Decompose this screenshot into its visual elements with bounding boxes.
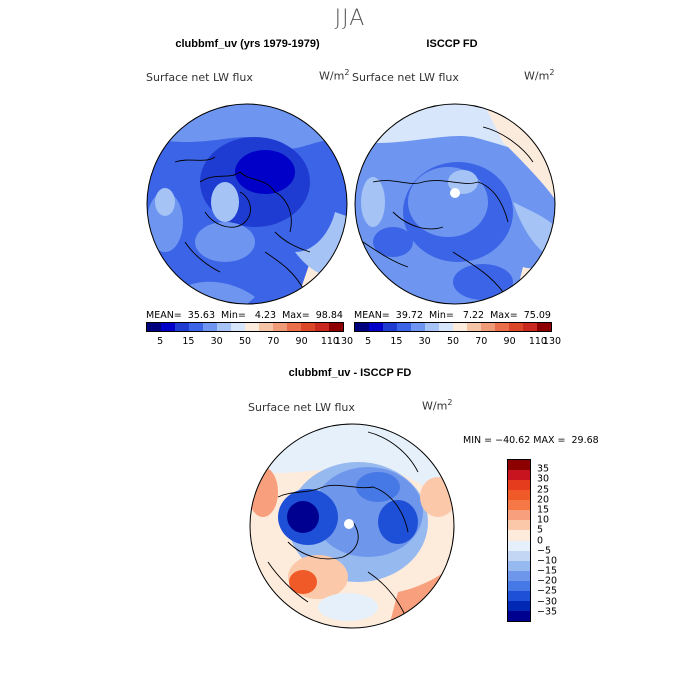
model-colorbar-swatch xyxy=(329,323,343,331)
diff-colorbar-tick: −5 xyxy=(537,545,552,557)
diff-colorbar-swatch xyxy=(508,580,530,591)
model-colorbar-swatch xyxy=(259,323,273,331)
diff-colorbar-swatch xyxy=(508,570,530,581)
diff-colorbar-swatch xyxy=(508,550,530,561)
model-colorbar-tick: 15 xyxy=(182,336,195,347)
model-panel-title: clubbmf_uv (yrs 1979-1979) xyxy=(175,38,320,50)
obs-colorbar-tick: 5 xyxy=(365,336,372,347)
obs-colorbar-tick: 130 xyxy=(542,336,562,347)
model-colorbar xyxy=(146,322,344,332)
model-colorbar-swatch xyxy=(217,323,231,331)
diff-stats: MIN = −40.62 MAX = 29.68 xyxy=(463,435,599,446)
model-colorbar-swatch xyxy=(147,323,161,331)
diff-colorbar-tick: 30 xyxy=(537,473,550,485)
diff-colorbar-tick: 35 xyxy=(537,463,550,475)
diff-colorbar-tick: −25 xyxy=(537,585,558,597)
obs-colorbar xyxy=(354,322,552,332)
diff-colorbar-tick: −30 xyxy=(537,596,558,608)
diff-colorbar-swatch xyxy=(508,560,530,571)
model-polar-map xyxy=(146,103,348,305)
diff-colorbar-swatch xyxy=(508,510,530,521)
diff-colorbar xyxy=(507,459,531,622)
model-colorbar-swatch xyxy=(245,323,259,331)
model-colorbar-swatch xyxy=(231,323,245,331)
diff-colorbar-tick: −15 xyxy=(537,565,558,577)
season-title: JJA xyxy=(334,6,366,31)
model-colorbar-tick: 90 xyxy=(295,336,308,347)
diff-colorbar-tick: −10 xyxy=(537,555,558,567)
model-colorbar-swatch xyxy=(301,323,315,331)
diff-polar-map xyxy=(249,423,455,629)
obs-stats: MEAN= 39.72 Min= 7.22 Max= 75.09 xyxy=(354,310,551,321)
obs-colorbar-tick: 70 xyxy=(475,336,488,347)
diff-colorbar-tick: 0 xyxy=(537,535,544,546)
obs-colorbar-swatch xyxy=(425,323,439,331)
diff-colorbar-tick: 10 xyxy=(537,514,550,526)
obs-colorbar-swatch xyxy=(467,323,481,331)
diff-variable-label: Surface net LW flux xyxy=(248,401,355,414)
obs-colorbar-tick: 50 xyxy=(446,336,460,347)
model-variable-label: Surface net LW flux xyxy=(146,71,253,84)
obs-colorbar-tick: 110 xyxy=(528,336,547,347)
diff-colorbar-swatch xyxy=(508,610,530,621)
model-colorbar-swatch xyxy=(175,323,189,331)
diff-colorbar-tick: 5 xyxy=(537,524,544,536)
model-colorbar-tick: 70 xyxy=(267,336,280,347)
obs-colorbar-swatch xyxy=(481,323,495,331)
obs-colorbar-swatch xyxy=(495,323,509,331)
model-colorbar-swatch xyxy=(273,323,287,331)
obs-colorbar-swatch xyxy=(453,323,467,331)
obs-colorbar-ticks: 5 15 30 50 70 90 110 130 xyxy=(354,336,561,348)
diff-colorbar-swatch xyxy=(508,490,530,501)
diff-colorbar-swatch xyxy=(508,540,530,551)
diff-colorbar-tick: −35 xyxy=(537,606,558,618)
diff-colorbar-swatch xyxy=(508,600,530,611)
diff-panel-title: clubbmf_uv - ISCCP FD xyxy=(288,367,412,379)
obs-colorbar-swatch xyxy=(537,323,551,331)
model-stats: MEAN= 35.63 Min= 4.23 Max= 98.84 xyxy=(146,310,343,321)
obs-colorbar-tick: 90 xyxy=(503,336,516,347)
diff-colorbar-swatch xyxy=(508,460,530,471)
diff-colorbar-swatch xyxy=(508,480,530,491)
diff-colorbar-swatch xyxy=(508,500,530,511)
obs-colorbar-swatch xyxy=(383,323,397,331)
obs-colorbar-swatch xyxy=(369,323,383,331)
diff-colorbar-swatch xyxy=(508,470,530,481)
obs-colorbar-swatch xyxy=(411,323,425,331)
diff-units-label: W/m2 xyxy=(422,398,453,413)
model-colorbar-tick: 5 xyxy=(157,336,164,347)
obs-variable-label: Surface net LW flux xyxy=(352,71,459,84)
model-colorbar-ticks: 5 15 30 50 70 90 110 130 xyxy=(146,336,353,348)
model-units-label: W/m2 xyxy=(319,68,350,83)
diff-colorbar-swatch xyxy=(508,520,530,531)
diff-colorbar-swatch xyxy=(508,590,530,601)
diff-colorbar-tick: 15 xyxy=(537,504,550,516)
obs-colorbar-tick: 30 xyxy=(418,336,431,347)
diff-colorbar-swatch xyxy=(508,530,530,541)
model-colorbar-tick: 110 xyxy=(320,336,339,347)
obs-polar-map xyxy=(354,103,556,305)
model-colorbar-swatch xyxy=(315,323,329,331)
model-colorbar-swatch xyxy=(287,323,301,331)
obs-units-label: W/m2 xyxy=(524,68,555,83)
obs-colorbar-swatch xyxy=(523,323,537,331)
obs-panel-title: ISCCP FD xyxy=(426,38,478,50)
model-colorbar-tick: 50 xyxy=(238,336,252,347)
model-colorbar-swatch xyxy=(161,323,175,331)
model-colorbar-swatch xyxy=(189,323,203,331)
obs-colorbar-swatch xyxy=(397,323,411,331)
model-colorbar-swatch xyxy=(203,323,217,331)
obs-colorbar-swatch xyxy=(509,323,523,331)
diff-colorbar-tick: −20 xyxy=(537,575,558,587)
model-colorbar-tick: 30 xyxy=(210,336,223,347)
diff-colorbar-tick: 20 xyxy=(537,494,550,506)
diff-colorbar-ticks: 35 30 25 20 15 10 5 0 −5 −10 −15 −20 −25… xyxy=(537,459,577,622)
obs-colorbar-tick: 15 xyxy=(390,336,403,347)
diff-colorbar-tick: 25 xyxy=(537,484,550,496)
obs-colorbar-swatch xyxy=(439,323,453,331)
model-colorbar-tick: 130 xyxy=(334,336,354,347)
obs-colorbar-swatch xyxy=(355,323,369,331)
